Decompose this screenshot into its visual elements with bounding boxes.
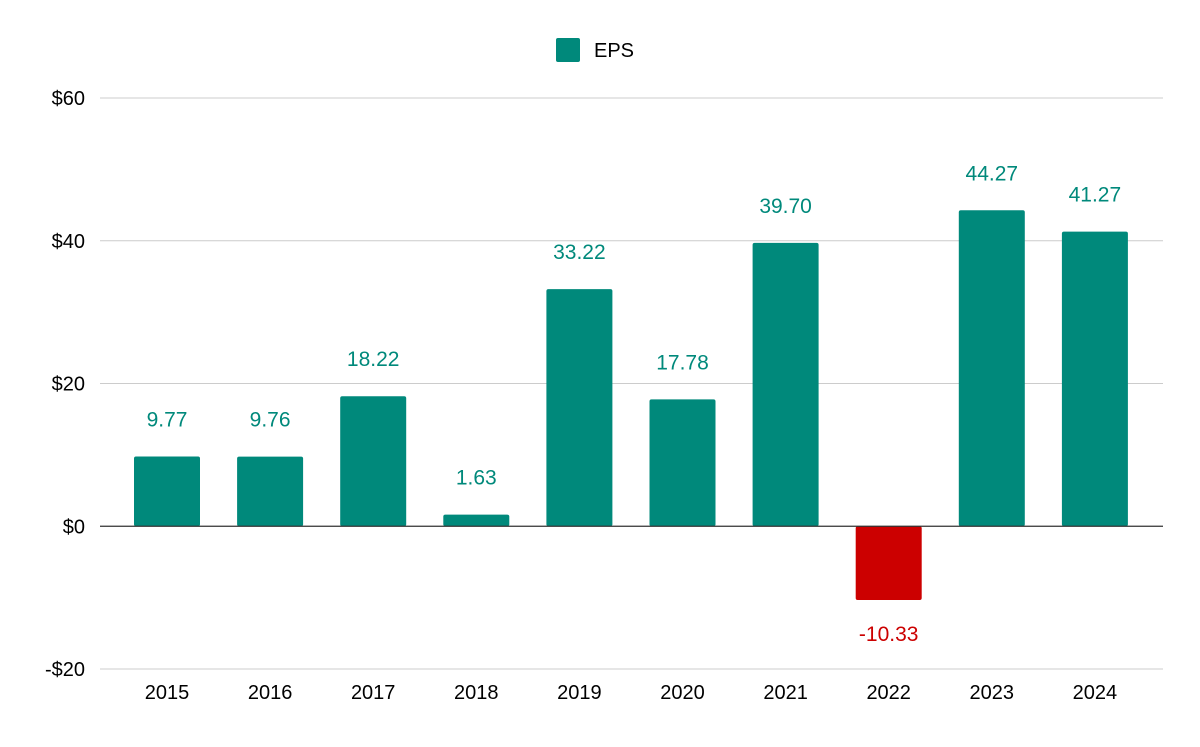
bar-2017	[340, 396, 407, 527]
bar-2015	[134, 456, 200, 527]
data-label-2023: 44.27	[966, 162, 1019, 185]
bar-2021	[752, 242, 819, 527]
data-label-2021: 39.70	[759, 195, 812, 218]
legend-swatch-eps	[556, 38, 580, 62]
bars	[134, 210, 1128, 600]
bar-2024	[1061, 231, 1128, 527]
x-axis: 2015 2016 2017 2018 2019 2020 2021 2022 2023 2024	[145, 682, 1117, 704]
x-tick-label: 2016	[248, 682, 293, 704]
data-label-2018: 1.63	[456, 467, 497, 490]
y-tick-label: $60	[52, 88, 85, 110]
data-label-2015: 9.77	[147, 409, 188, 432]
y-tick-label: $20	[52, 374, 85, 396]
x-tick-label: 2017	[351, 682, 396, 704]
x-tick-label: 2023	[970, 682, 1015, 704]
bar-2019	[546, 289, 613, 527]
data-labels: 9.77 9.76 18.22 1.63 33.22 17.78 39.70 -10.33 44…	[147, 162, 1122, 646]
bar-2016	[237, 456, 304, 527]
x-tick-label: 2021	[763, 682, 808, 704]
bar-2023	[958, 210, 1025, 527]
x-tick-label: 2019	[557, 682, 602, 704]
x-tick-label: 2018	[454, 682, 499, 704]
data-label-2017: 18.22	[347, 348, 400, 371]
data-label-2016: 9.76	[250, 409, 291, 432]
x-tick-label: 2022	[866, 682, 911, 704]
x-tick-label: 2015	[145, 682, 190, 704]
bar-2022	[855, 526, 922, 600]
legend-label-eps: EPS	[594, 40, 634, 62]
y-tick-label: $40	[52, 231, 85, 253]
bar-2020	[649, 399, 716, 527]
legend: EPS	[556, 38, 634, 62]
data-label-2022: -10.33	[859, 623, 919, 646]
data-label-2019: 33.22	[553, 241, 606, 264]
y-tick-label: $0	[63, 516, 85, 538]
x-tick-label: 2024	[1073, 682, 1118, 704]
bar-2018	[443, 514, 510, 527]
data-label-2024: 41.27	[1069, 184, 1122, 207]
x-tick-label: 2020	[660, 682, 705, 704]
y-axis: $60 $40 $20 $0 -$20	[45, 88, 85, 681]
y-tick-label: -$20	[45, 659, 85, 681]
data-label-2020: 17.78	[656, 351, 709, 374]
